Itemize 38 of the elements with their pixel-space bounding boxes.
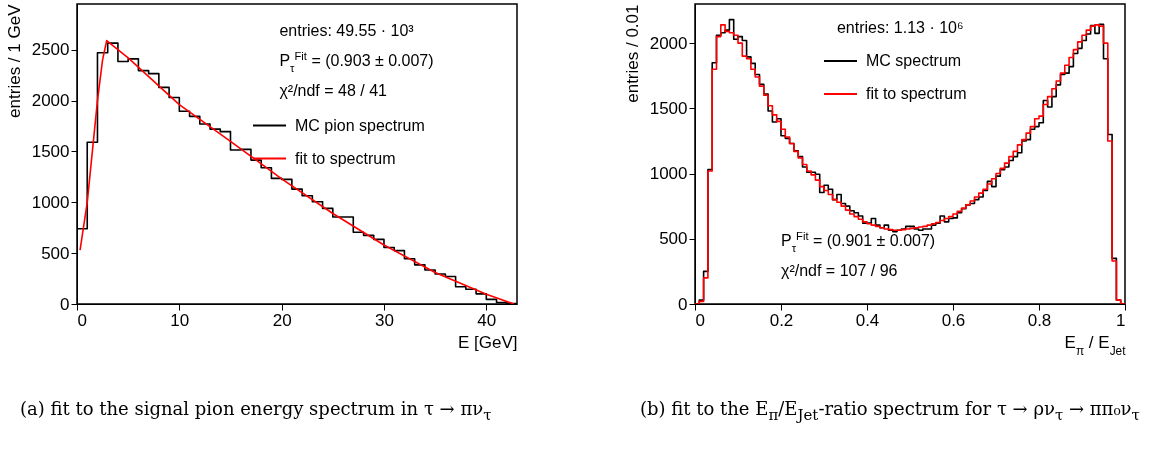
y-tick-label: 1500 <box>649 98 688 118</box>
y-axis-title: entries / 1 GeV <box>4 3 24 118</box>
legend-label: MC spectrum <box>866 52 962 69</box>
x-tick-label: 0.8 <box>1027 310 1052 330</box>
x-tick-label: 20 <box>272 310 292 330</box>
annotation: P$_{τ}$$^{Fit}$ = (0.903 ± 0.007) <box>279 50 434 74</box>
annotation: entries: 49.55 · 10³ <box>279 22 415 39</box>
annotation: χ²/ndf = 107 / 96 <box>781 262 898 279</box>
y-tick-label: 500 <box>659 229 688 249</box>
annotation: χ²/ndf = 48 / 41 <box>279 82 388 99</box>
legend-label: MC pion spectrum <box>295 116 425 134</box>
y-tick-label: 1000 <box>31 192 70 212</box>
y-tick-label: 2000 <box>649 33 688 53</box>
text: (b) fit to the E$_{π}$/E$_{Jet}$-ratio spectrum for τ → ρν$_{τ}$ → ππ₀ν$_{τ}$ <box>640 397 1140 426</box>
x-tick-label: 0 <box>695 310 705 330</box>
y-tick-label: 2000 <box>31 91 70 111</box>
x-axis-title: E$_{π}$ / E$_{Jet}$ <box>1064 332 1127 358</box>
x-tick-label: 0.2 <box>769 310 794 330</box>
y-tick-label: 1500 <box>31 141 70 161</box>
x-tick-label: 30 <box>375 310 394 330</box>
x-tick-label: 1 <box>1116 310 1126 330</box>
annotation: P$_{τ}$$^{Fit}$ = (0.901 ± 0.007) <box>781 230 936 254</box>
y-tick-label: 2500 <box>31 40 70 60</box>
y-axis-title: entries / 0.01 <box>622 4 642 103</box>
annotation: entries: 1.13 · 10⁶ <box>836 19 964 36</box>
x-tick-label: 0.6 <box>941 310 966 330</box>
text: (a) fit to the signal pion energy spectrum in τ → πν$_{τ}$ <box>20 397 493 426</box>
x-tick-label: 0.4 <box>855 310 880 330</box>
y-tick-label: 500 <box>41 243 70 263</box>
y-tick-label: 0 <box>60 294 70 314</box>
x-tick-label: 40 <box>477 310 497 330</box>
legend-label: fit to spectrum <box>866 85 967 102</box>
x-axis-title: E [GeV] <box>457 332 518 352</box>
x-tick-label: 10 <box>170 310 190 330</box>
y-tick-label: 1000 <box>649 164 688 184</box>
y-tick-label: 0 <box>678 294 688 314</box>
legend-label: fit to spectrum <box>295 149 396 167</box>
x-tick-label: 0 <box>77 310 87 330</box>
